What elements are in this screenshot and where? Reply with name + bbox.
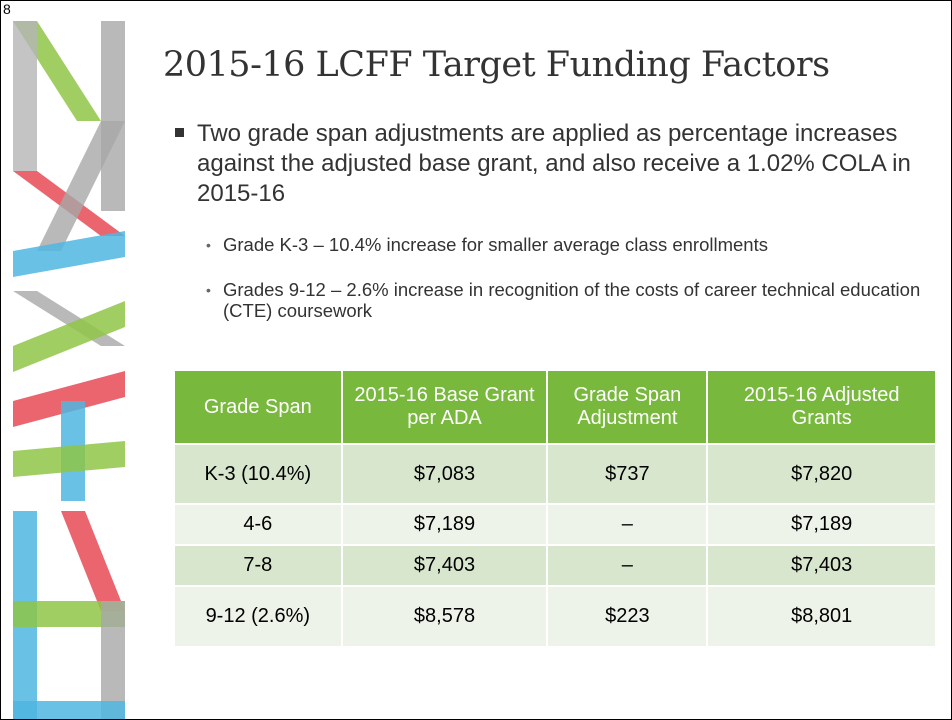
table-cell: 7-8 [174,545,342,586]
bullet: Two grade span adjustments are applied a… [197,119,937,209]
funding-table: Grade Span 2015-16 Base Grant per ADA Gr… [173,369,937,648]
sub-bullet-marker: • [206,237,211,253]
header-cell: 2015-16 Base Grant per ADA [342,370,548,444]
table-cell: 9-12 (2.6%) [174,586,342,647]
table-row: 9-12 (2.6%)$8,578$223$8,801 [174,586,936,647]
table-cell: $7,189 [707,504,936,545]
table-cell: $8,801 [707,586,936,647]
table-cell: – [547,504,707,545]
table-row: 4-6$7,189–$7,189 [174,504,936,545]
decor-ribbon [1,1,151,720]
table-cell: 4-6 [174,504,342,545]
table-cell: $8,578 [342,586,548,647]
table-cell: $223 [547,586,707,647]
table-cell: $7,403 [707,545,936,586]
sub-bullet: Grades 9-12 – 2.6% increase in recogniti… [223,279,938,321]
slide: 8 2015-16 LCFF Target Funding Factors Tw… [0,0,952,720]
bullet-marker [175,128,184,137]
table-cell: $7,189 [342,504,548,545]
header-cell: Grade Span [174,370,342,444]
sub-bullet: Grade K-3 – 10.4% increase for smaller a… [223,234,938,255]
table-cell: K-3 (10.4%) [174,444,342,504]
table-cell: $7,083 [342,444,548,504]
table-cell: $7,820 [707,444,936,504]
header-cell: Grade Span Adjustment [547,370,707,444]
header-cell: 2015-16 Adjusted Grants [707,370,936,444]
slide-title: 2015-16 LCFF Target Funding Factors [163,45,830,85]
table-cell: $7,403 [342,545,548,586]
table-cell: $737 [547,444,707,504]
header-row: Grade Span 2015-16 Base Grant per ADA Gr… [174,370,936,444]
table-cell: – [547,545,707,586]
table-row: K-3 (10.4%)$7,083$737$7,820 [174,444,936,504]
sub-bullet-marker: • [206,282,211,298]
table-row: 7-8$7,403–$7,403 [174,545,936,586]
slide-number: 8 [3,1,11,17]
